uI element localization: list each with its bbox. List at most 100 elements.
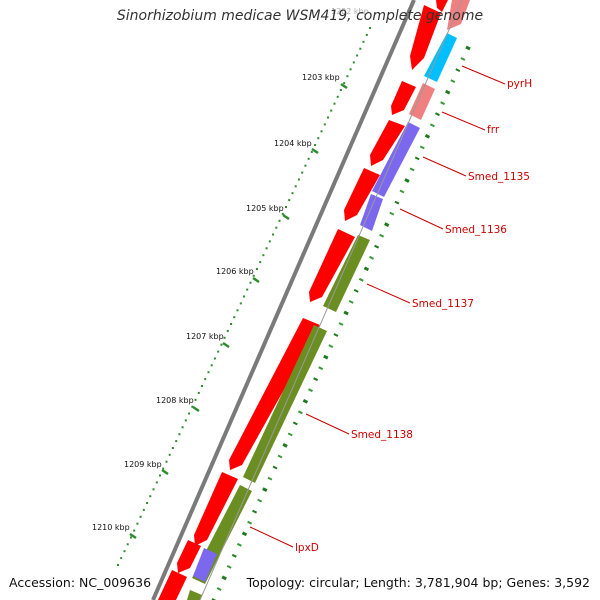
scale-dot — [327, 116, 329, 119]
outer-tick — [262, 487, 268, 492]
tick-label: 1210 kbp — [92, 523, 130, 532]
scale-dot — [255, 268, 258, 270]
scale-dot — [288, 199, 291, 202]
scale-dot — [155, 481, 158, 484]
outer-tick — [323, 354, 329, 360]
outer-tick — [318, 366, 324, 371]
cds-feature-smed-1138 — [243, 325, 327, 483]
outer-tick — [465, 45, 471, 51]
tick-label: 1204 kbp — [274, 139, 312, 148]
tick-label: 1202 kbp — [331, 7, 369, 16]
scale-dot — [301, 171, 304, 174]
scale-dot — [175, 440, 178, 443]
leader-lpxD — [249, 526, 294, 548]
scale-dot — [339, 89, 342, 91]
outer-tick — [241, 531, 248, 537]
tick-label: 1206 kbp — [216, 267, 254, 276]
scale-dot — [146, 502, 149, 504]
outer-tick — [374, 244, 380, 249]
outer-tick — [272, 465, 278, 470]
scale-dot — [320, 130, 323, 133]
outer-tick — [455, 68, 461, 72]
outer-tick — [435, 112, 440, 117]
scale-dot — [197, 391, 200, 394]
outer-tick — [389, 211, 395, 216]
scale-dot — [204, 378, 207, 381]
scale-dot — [262, 254, 265, 257]
scale-dot — [275, 226, 278, 229]
scale-dot — [252, 274, 255, 277]
forward-cds-feature — [194, 472, 238, 546]
scale-dot — [346, 75, 349, 78]
scale-dot — [233, 316, 236, 319]
scale-dot — [230, 323, 233, 325]
outer-tick — [404, 178, 410, 183]
forward-cds-feature — [370, 120, 405, 166]
scale-dot — [152, 488, 155, 491]
outer-tick — [384, 222, 390, 227]
forward-cds-track — [158, 0, 448, 600]
forward-cds-feature — [177, 540, 201, 573]
outer-tick — [409, 167, 415, 172]
scale-dot — [149, 495, 152, 498]
scale-dot — [268, 240, 271, 243]
scale-dot — [126, 543, 129, 546]
scale-dot — [220, 343, 223, 346]
tick-label: 1207 kbp — [186, 332, 224, 341]
outer-tick-ring — [211, 45, 471, 600]
outer-tick — [343, 310, 349, 316]
outer-tick — [216, 587, 222, 591]
scale-dot — [243, 295, 245, 298]
outer-tick — [211, 598, 217, 600]
outer-tick — [297, 410, 303, 415]
forward-cds-feature — [391, 81, 416, 115]
gene-label: Smed_1135 — [468, 171, 530, 183]
scale-dot — [343, 82, 346, 85]
outer-tick — [353, 289, 359, 293]
outer-tick — [287, 432, 293, 437]
scale-dot — [281, 212, 284, 215]
scale-dot — [120, 557, 123, 560]
scale-dot — [142, 508, 145, 511]
scale-dot — [168, 453, 171, 456]
scale-dot — [171, 447, 174, 449]
scale-dot — [210, 364, 213, 367]
leader-frr — [441, 111, 486, 131]
outer-tick — [429, 123, 435, 128]
scale-dot — [207, 371, 210, 374]
scale-dot — [333, 102, 336, 105]
scale-dot — [369, 27, 371, 29]
outer-tick — [445, 89, 451, 95]
scale-dot — [129, 536, 132, 539]
scale-dot — [226, 329, 229, 332]
scale-dot — [239, 302, 242, 305]
outer-tick — [450, 79, 456, 83]
outer-tick — [419, 145, 425, 150]
scale-dot — [188, 412, 191, 415]
cds-feature-smed-1136 — [360, 194, 383, 231]
outer-tick — [231, 553, 237, 558]
accession-label: Accession: NC_009636 — [9, 575, 152, 590]
scale-dot — [191, 405, 194, 408]
scale-dot — [217, 350, 220, 353]
scale-dot — [265, 247, 268, 250]
gene-label: Smed_1136 — [445, 224, 507, 236]
forward-cds-feature — [344, 168, 380, 221]
map-title: Sinorhizobium medicae WSM419, complete g… — [116, 8, 484, 24]
outer-tick — [282, 443, 288, 448]
outer-tick — [363, 266, 370, 272]
scale-dot — [133, 529, 136, 532]
scale-dot — [162, 467, 165, 470]
cds-feature-pink-top — [447, 0, 470, 30]
scale-dot — [314, 144, 317, 146]
genome-summary: Topology: circular; Length: 3,781,904 bp… — [246, 575, 590, 590]
scale-dot — [246, 288, 249, 291]
outer-tick — [414, 156, 420, 161]
outer-tick — [394, 200, 400, 205]
outer-tick — [369, 255, 374, 260]
scale-dot — [139, 515, 142, 518]
scale-dot — [123, 550, 126, 553]
scale-ring — [117, 27, 371, 566]
outer-tick — [277, 454, 283, 459]
gene-label: Smed_1138 — [351, 429, 413, 441]
